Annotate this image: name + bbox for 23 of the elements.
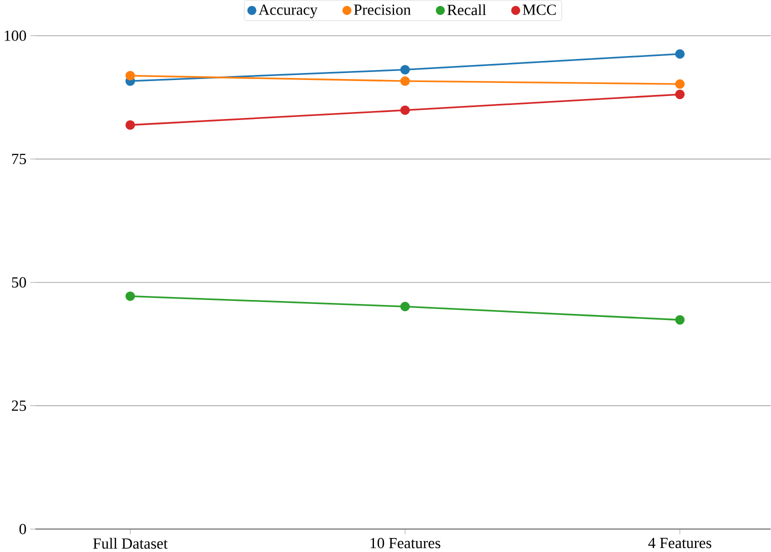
legend-label: MCC xyxy=(522,4,556,15)
x-tick-label: 4 Features xyxy=(648,538,712,548)
point xyxy=(400,64,410,74)
point xyxy=(125,120,135,130)
point xyxy=(675,79,685,89)
x-tick-label: Full Dataset xyxy=(93,538,168,549)
point xyxy=(400,302,410,312)
y-tick-label: 0 xyxy=(19,524,26,534)
point xyxy=(675,315,685,325)
point xyxy=(675,49,685,59)
point xyxy=(125,291,135,301)
y-tick-label: 25 xyxy=(12,400,26,411)
point xyxy=(400,76,410,86)
y-tick-label: 100 xyxy=(4,30,26,41)
point xyxy=(675,90,685,100)
x-tick-label: 10 Features xyxy=(370,538,440,548)
point xyxy=(125,70,135,80)
y-tick-label: 50 xyxy=(12,277,26,288)
y-tick-label: 75 xyxy=(12,154,26,164)
legend-label: Accuracy xyxy=(258,4,318,18)
legend-label: Recall xyxy=(447,4,486,16)
legend-label: Precision xyxy=(354,4,411,15)
point xyxy=(400,105,410,115)
